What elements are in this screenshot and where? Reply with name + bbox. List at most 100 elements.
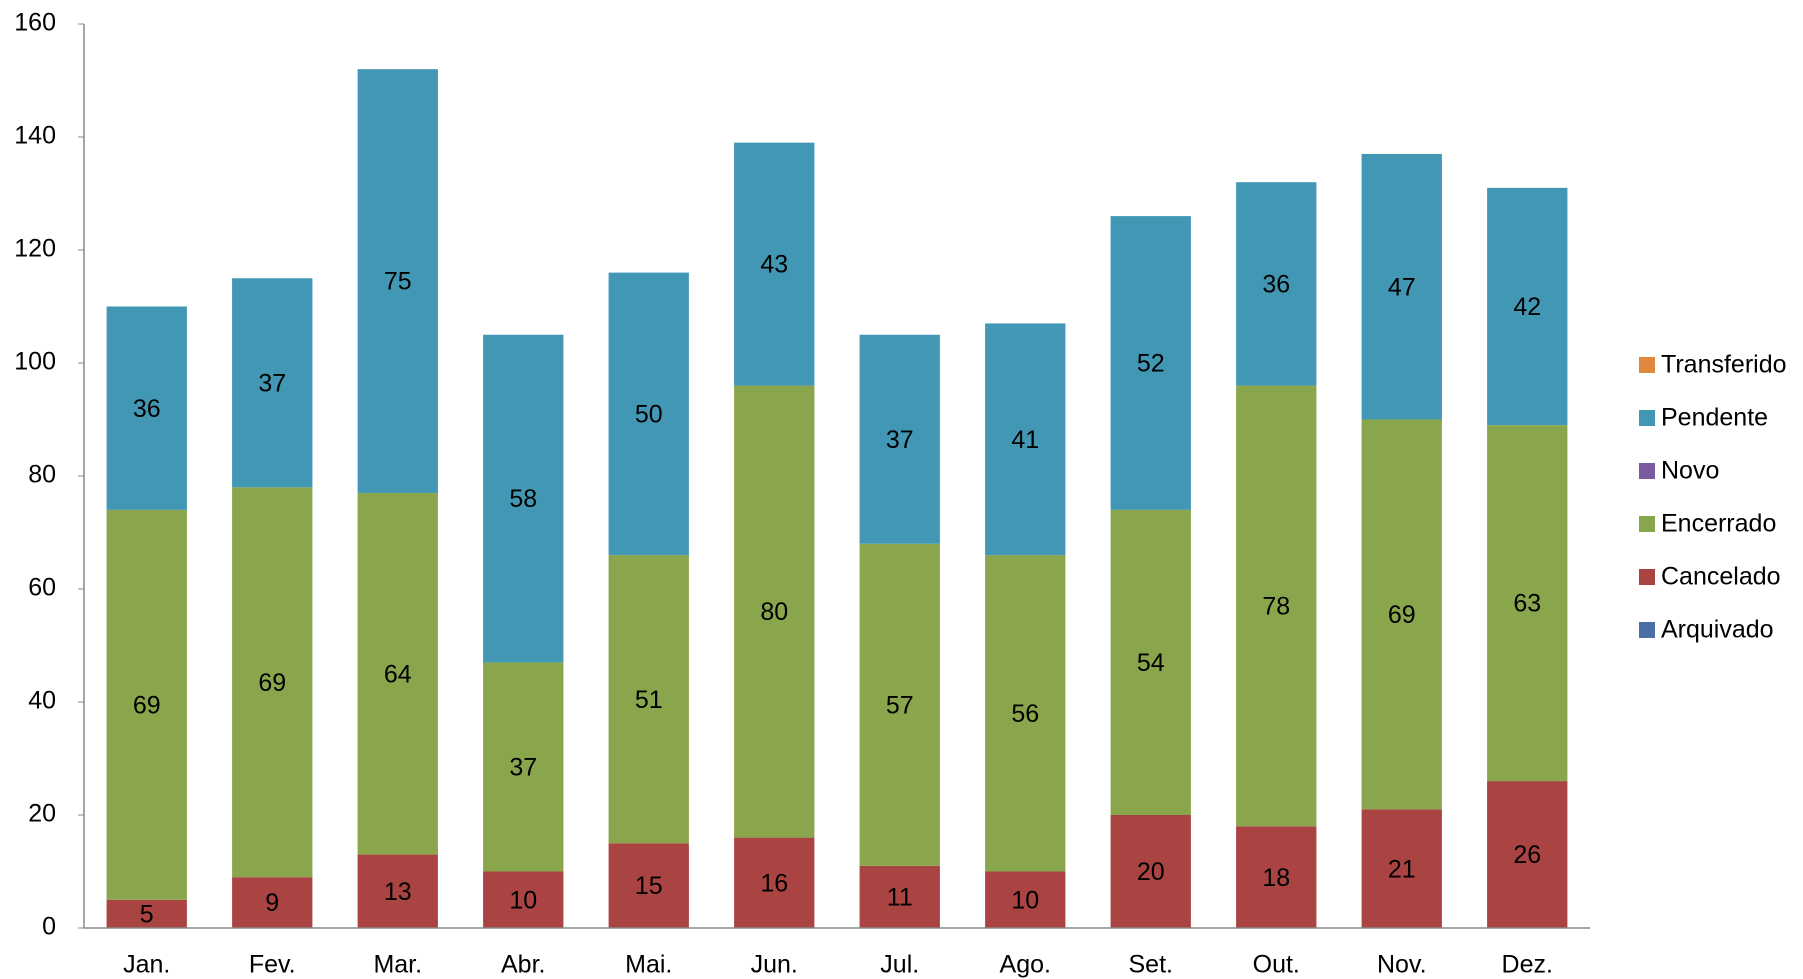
data-label: 50: [635, 400, 663, 428]
bar-segment: [608, 555, 689, 844]
data-label: 26: [1513, 841, 1541, 869]
bar-segment: [483, 662, 564, 872]
bar-segment: [985, 555, 1066, 872]
x-tick-label: Jan.: [123, 951, 170, 979]
bar-segment: [1361, 153, 1442, 420]
bar-segment: [734, 142, 815, 386]
bar-segment: [734, 385, 815, 838]
data-label: 10: [1011, 886, 1039, 914]
bar-segment: [483, 871, 564, 928]
data-label: 56: [1011, 700, 1039, 728]
bar-segment: [232, 278, 313, 488]
bar-segment: [357, 69, 438, 493]
data-label: 54: [1137, 649, 1165, 677]
x-tick-label: Ago.: [1000, 951, 1051, 979]
data-label: 75: [384, 268, 412, 296]
bar-segment: [1361, 419, 1442, 810]
data-label: 36: [1262, 271, 1290, 299]
data-label: 37: [258, 369, 286, 397]
data-label: 11: [887, 884, 913, 912]
bar-segment: [859, 543, 940, 866]
bar-segment: [1110, 815, 1191, 928]
data-label: 69: [1388, 601, 1416, 629]
legend-label: Encerrado: [1661, 510, 1776, 538]
x-tick-label: Mar.: [373, 951, 422, 979]
data-label: 51: [635, 686, 663, 714]
x-tick-label: Dez.: [1502, 951, 1553, 979]
y-tick-label: 100: [14, 348, 56, 376]
bar-segment: [106, 899, 187, 928]
data-label: 64: [384, 660, 412, 688]
y-tick-label: 20: [28, 800, 56, 828]
x-tick-label: Set.: [1129, 951, 1173, 979]
legend-swatch: [1639, 410, 1655, 426]
y-tick-label: 140: [14, 122, 56, 150]
bar-segment: [232, 487, 313, 878]
data-label: 57: [886, 691, 914, 719]
bar-segment: [608, 272, 689, 556]
x-tick-label: Nov.: [1377, 951, 1427, 979]
y-tick-label: 120: [14, 235, 56, 263]
bar-segment: [1236, 826, 1317, 928]
y-tick-label: 160: [14, 9, 56, 37]
bar-segment: [1487, 781, 1568, 928]
data-label: 36: [133, 395, 161, 423]
x-tick-label: Jun.: [751, 951, 798, 979]
data-label: 63: [1513, 590, 1541, 618]
data-label: 18: [1262, 864, 1290, 892]
data-label: 15: [635, 872, 663, 900]
data-label: 9: [265, 889, 279, 917]
bar-segment: [1236, 182, 1317, 386]
data-label: 16: [760, 869, 788, 897]
x-tick-label: Abr.: [501, 951, 545, 979]
legend-swatch: [1639, 357, 1655, 373]
data-label: 20: [1137, 858, 1165, 886]
legend-swatch: [1639, 463, 1655, 479]
x-tick-label: Jul.: [880, 951, 919, 979]
data-label: 43: [760, 251, 788, 279]
data-label: 21: [1388, 855, 1416, 883]
bar-segment: [1110, 216, 1191, 510]
bar-segment: [1487, 425, 1568, 782]
legend-label: Pendente: [1661, 404, 1768, 432]
data-label: 69: [258, 669, 286, 697]
data-label: 52: [1137, 350, 1165, 378]
bar-segment: [1361, 809, 1442, 928]
y-tick-label: 0: [42, 913, 56, 941]
y-tick-label: 80: [28, 461, 56, 489]
bar-segment: [985, 871, 1066, 928]
data-label: 58: [509, 485, 537, 513]
legend-label: Cancelado: [1661, 563, 1781, 591]
data-label: 41: [1011, 426, 1039, 454]
data-label: 37: [509, 754, 537, 782]
legend-swatch: [1639, 516, 1655, 532]
y-tick-label: 40: [28, 687, 56, 715]
bar-segment: [859, 334, 940, 544]
data-label: 10: [509, 886, 537, 914]
legend-label: Transferido: [1661, 351, 1787, 379]
legend-label: Novo: [1661, 457, 1719, 485]
bar-segment: [357, 854, 438, 928]
data-label: 5: [140, 900, 154, 928]
bar-segment: [734, 837, 815, 928]
x-tick-label: Fev.: [249, 951, 296, 979]
bar-segment: [483, 334, 564, 663]
bar-segment: [106, 306, 187, 510]
bar-segment: [985, 323, 1066, 556]
data-label: 13: [384, 878, 412, 906]
bar-segment: [357, 492, 438, 855]
bar-segment: [1236, 385, 1317, 827]
y-tick-label: 60: [28, 574, 56, 602]
data-label: 47: [1388, 273, 1416, 301]
bar-segment: [859, 865, 940, 928]
legend-label: Arquivado: [1661, 616, 1774, 644]
legend-swatch: [1639, 569, 1655, 585]
bar-segment: [1110, 509, 1191, 815]
data-label: 42: [1513, 293, 1541, 321]
bar-segment: [608, 843, 689, 928]
data-label: 78: [1262, 593, 1290, 621]
data-label: 80: [760, 598, 788, 626]
legend-swatch: [1639, 622, 1655, 638]
bar-segment: [106, 509, 187, 900]
